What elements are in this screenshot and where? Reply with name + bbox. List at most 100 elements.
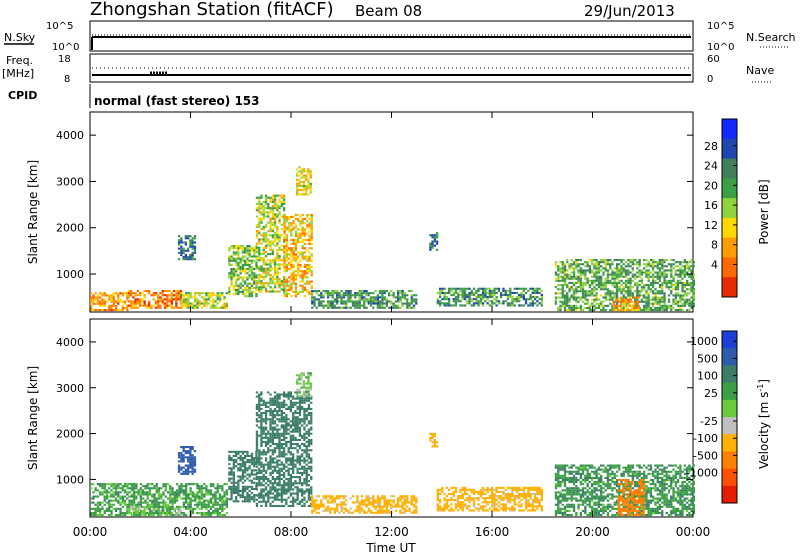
range-cell [260,276,262,278]
range-cell [237,451,239,453]
range-cell [457,300,459,302]
range-cell [263,232,265,234]
range-cell [249,490,251,492]
range-cell [632,259,634,261]
range-cell [303,410,305,412]
range-cell [475,290,477,292]
range-cell [137,508,139,510]
range-cell [233,247,235,249]
range-cell [175,292,177,294]
range-cell [274,270,276,272]
range-cell [265,445,267,447]
range-cell [269,427,271,429]
range-cell [297,256,299,258]
range-cell [623,272,625,274]
range-cell [99,502,101,504]
range-cell [303,398,305,400]
range-cell [258,406,260,408]
range-cell [636,276,638,278]
range-cell [290,228,292,230]
range-cell [235,482,237,484]
range-cell [274,291,276,293]
range-cell [670,272,672,274]
range-cell [650,307,652,309]
range-cell [265,416,267,418]
range-cell [126,491,128,493]
range-cell [681,284,683,286]
range-cell [297,422,299,424]
range-cell [686,284,688,286]
range-cell [267,418,269,420]
range-cell [571,309,573,311]
range-cell [242,496,244,498]
range-cell [132,307,134,309]
range-cell [210,506,212,508]
range-cell [265,282,267,284]
range-cell [139,506,141,508]
y-tick-label: 2000 [56,222,84,235]
range-cell [303,437,305,439]
range-cell [180,296,182,298]
range-cell [502,302,504,304]
range-cell [288,480,290,482]
range-cell [171,504,173,506]
range-cell [137,514,139,516]
range-cell [158,504,160,506]
range-cell [302,276,304,278]
range-cell [269,488,271,490]
range-cell [228,272,230,274]
range-cell [171,292,173,294]
range-cell [338,292,340,294]
range-cell [502,294,504,296]
range-cell [693,265,695,267]
range-cell [256,445,258,447]
range-cell [652,276,654,278]
range-cell [693,290,695,292]
range-cell [274,259,276,261]
range-cell [301,488,303,490]
range-cell [237,453,239,455]
range-cell [607,294,609,296]
range-cell [577,282,579,284]
range-cell [178,456,180,458]
range-cell [679,299,681,301]
range-cell [434,238,436,240]
range-cell [173,298,175,300]
range-cell [139,298,141,300]
range-cell [278,255,280,257]
range-cell [192,305,194,307]
range-cell [260,234,262,236]
range-cell [686,267,688,269]
range-cell [310,189,312,191]
range-cell [617,309,619,311]
range-cell [571,265,573,267]
range-cell [183,256,185,258]
range-cell [294,427,296,429]
range-cell [310,172,312,174]
range-cell [249,459,251,461]
range-cell [283,468,285,470]
range-cell [468,296,470,298]
range-cell [260,420,262,422]
range-cell [256,435,258,437]
range-cell [214,493,216,495]
range-cell [516,300,518,302]
range-cell [661,259,663,261]
range-cell [251,272,253,274]
range-cell [645,272,647,274]
range-cell [288,449,290,451]
range-cell [167,491,169,493]
range-cell [162,300,164,302]
range-cell [301,177,303,179]
range-cell [645,299,647,301]
range-cell [278,474,280,476]
range-cell [199,485,201,487]
range-cell [573,294,575,296]
range-cell [615,309,617,311]
range-cell [230,247,232,249]
range-cell [679,301,681,303]
range-cell [212,506,214,508]
range-cell [491,300,493,302]
range-cell [153,298,155,300]
range-cell [307,185,309,187]
